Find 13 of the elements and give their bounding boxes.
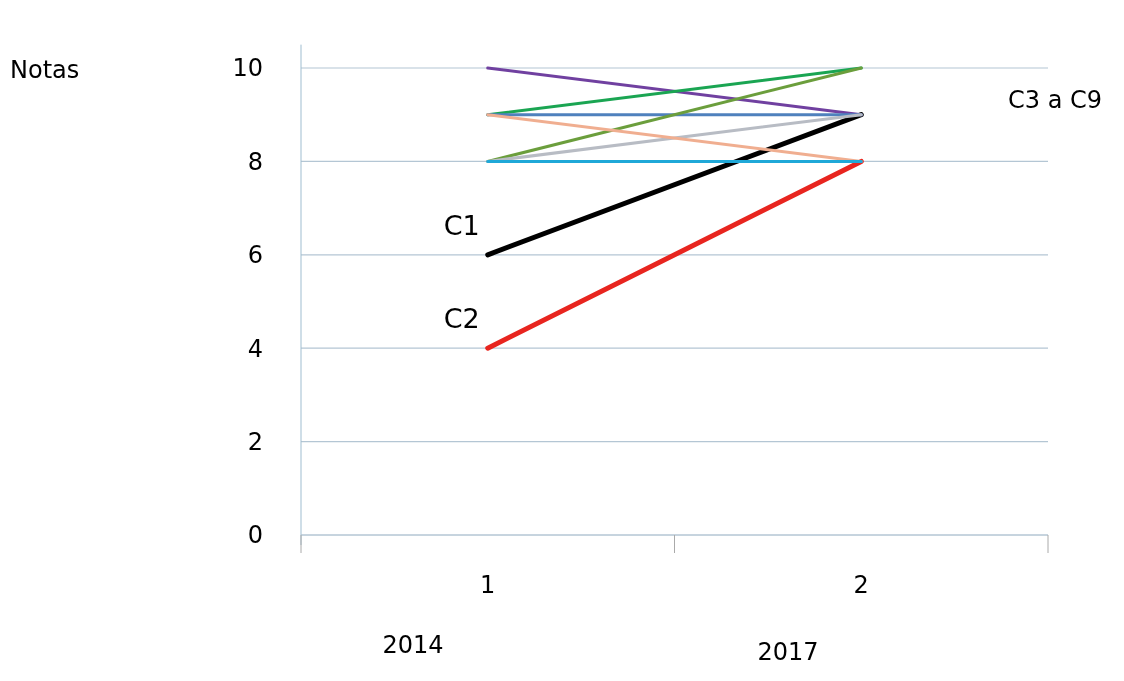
y-tick-label: 10 [232, 54, 263, 83]
text: Notas [10, 56, 80, 84]
y-tick-label: 8 [247, 147, 263, 176]
annotation: C3 a C9 [1008, 86, 1103, 114]
y-tick-label: 4 [247, 334, 263, 363]
x-tick-label: 1 [480, 571, 496, 599]
y-tick-label: 6 [247, 241, 263, 270]
series-label: C2 [443, 303, 480, 335]
y-tick-label: 2 [247, 428, 263, 456]
text: 2014 [382, 631, 444, 659]
y-tick-label: 0 [247, 521, 263, 550]
text: 2017 [757, 638, 819, 666]
series-label: C1 [443, 209, 480, 241]
